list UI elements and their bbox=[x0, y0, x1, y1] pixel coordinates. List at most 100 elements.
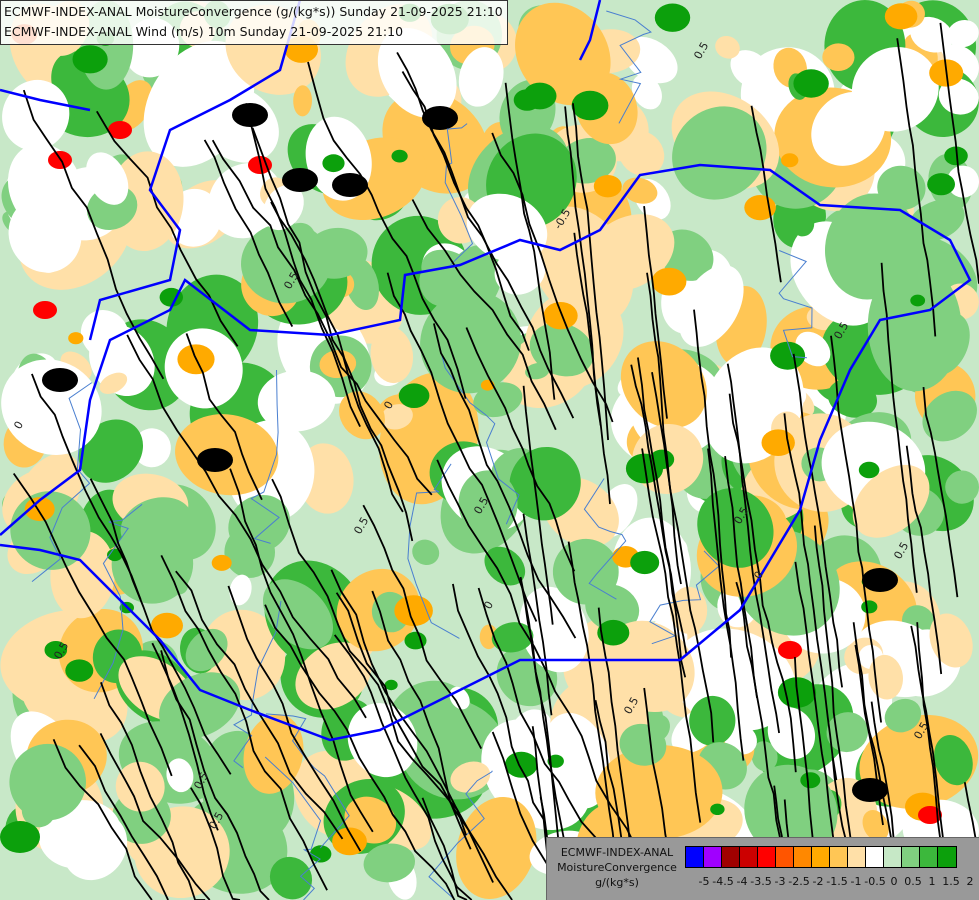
convergence-cell bbox=[552, 538, 619, 605]
convergence-cell bbox=[24, 497, 55, 522]
streamline bbox=[335, 592, 494, 883]
strong-convergence-cell bbox=[197, 448, 233, 472]
streamline bbox=[99, 733, 211, 900]
legend-tick-label: -4.5 bbox=[712, 875, 734, 888]
convergence-cell bbox=[793, 69, 829, 98]
convergence-cell bbox=[770, 341, 806, 370]
legend-swatch bbox=[920, 847, 938, 867]
strong-convergence-cell bbox=[862, 568, 898, 592]
convergence-cell bbox=[944, 146, 968, 166]
country-border bbox=[88, 0, 302, 341]
legend-swatch bbox=[938, 847, 956, 867]
streamline bbox=[597, 607, 637, 876]
legend-tick-label: -2 bbox=[812, 875, 824, 888]
convergence-cell bbox=[8, 196, 82, 273]
convergence-cell bbox=[458, 47, 504, 107]
convergence-cell bbox=[72, 45, 108, 74]
strong-convergence-cell bbox=[42, 368, 78, 392]
streamline bbox=[910, 625, 947, 861]
convergence-cell bbox=[21, 793, 56, 828]
streamline bbox=[792, 353, 843, 688]
streamline bbox=[637, 357, 687, 678]
legend-tick-label: -5 bbox=[698, 875, 710, 888]
legend-swatch bbox=[704, 847, 722, 867]
color-legend: ECMWF-INDEX-ANAL MoistureConvergence g/(… bbox=[546, 837, 979, 900]
convergence-cell bbox=[132, 428, 171, 468]
streamline bbox=[491, 132, 614, 423]
streamline bbox=[643, 206, 668, 419]
streamline bbox=[522, 385, 554, 625]
convergence-cell bbox=[243, 714, 304, 794]
convergence-cell bbox=[473, 382, 523, 418]
convergence-cell bbox=[262, 579, 334, 650]
convergence-cell bbox=[790, 210, 815, 237]
convergence-cell bbox=[458, 470, 518, 537]
contour-label: 0.5 bbox=[351, 515, 371, 537]
legend-unit: g/(kg*s) bbox=[595, 876, 639, 889]
streamline bbox=[78, 744, 169, 900]
convergence-cell bbox=[922, 390, 977, 442]
legend-tick-label: 0.5 bbox=[904, 875, 922, 888]
streamline bbox=[264, 604, 456, 900]
convergence-cell bbox=[877, 165, 926, 211]
strong-convergence-cell bbox=[232, 103, 268, 127]
convergence-cell bbox=[509, 446, 581, 521]
streamline bbox=[896, 38, 937, 337]
legend-swatch bbox=[848, 847, 866, 867]
convergence-cell bbox=[532, 616, 567, 644]
streamline bbox=[726, 363, 780, 734]
contour-label: 0 bbox=[481, 599, 496, 612]
convergence-cell bbox=[456, 796, 537, 900]
convergence-cell bbox=[484, 546, 526, 586]
convergence-cell bbox=[391, 149, 408, 163]
convergence-cell bbox=[44, 641, 68, 659]
legend-tick-label: -0.5 bbox=[864, 875, 886, 888]
river bbox=[428, 770, 493, 900]
convergence-cell bbox=[630, 550, 660, 575]
legend-tick-label: 2 bbox=[966, 875, 974, 888]
convergence-cell bbox=[884, 698, 922, 733]
legend-swatch bbox=[884, 847, 902, 867]
legend-swatches bbox=[685, 846, 957, 868]
convergence-cell bbox=[927, 173, 955, 196]
convergence-cell bbox=[384, 679, 398, 691]
streamline bbox=[922, 387, 959, 598]
legend-tick-label: -1 bbox=[850, 875, 862, 888]
legend-tick-label: -3.5 bbox=[750, 875, 772, 888]
convergence-cell bbox=[543, 302, 578, 330]
convergence-cell bbox=[293, 85, 313, 117]
legend-swatch bbox=[830, 847, 848, 867]
river bbox=[583, 478, 627, 600]
convergence-cell bbox=[159, 672, 241, 739]
legend-tick-label: -2.5 bbox=[788, 875, 810, 888]
streamline bbox=[641, 448, 702, 823]
river bbox=[606, 10, 652, 124]
convergence-cell bbox=[80, 310, 129, 359]
convergence-cell bbox=[380, 404, 413, 430]
streamline bbox=[522, 513, 553, 716]
convergence-cell bbox=[515, 2, 611, 106]
streamline bbox=[465, 327, 576, 572]
streamline bbox=[307, 61, 467, 399]
streamline bbox=[333, 634, 473, 900]
streamline bbox=[211, 139, 433, 496]
map-title: ECMWF-INDEX-ANAL MoistureConvergence (g/… bbox=[0, 0, 508, 45]
convergence-cell bbox=[513, 89, 541, 111]
streamline bbox=[783, 413, 838, 781]
legend-swatch bbox=[740, 847, 758, 867]
streamline bbox=[185, 333, 263, 501]
divergence-cell bbox=[108, 121, 132, 139]
contour-label: 0.5 bbox=[691, 40, 711, 62]
river bbox=[778, 250, 813, 359]
streamline bbox=[646, 272, 682, 585]
convergence-cell bbox=[151, 612, 183, 639]
convergence-cell bbox=[542, 712, 611, 809]
legend-model: ECMWF-INDEX-ANAL bbox=[560, 846, 674, 859]
convergence-cell bbox=[108, 151, 184, 252]
streamline bbox=[651, 372, 715, 743]
convergence-cell bbox=[65, 659, 94, 682]
convergence-cell bbox=[2, 79, 70, 151]
legend-title: ECMWF-INDEX-ANAL MoistureConvergence g/(… bbox=[552, 845, 682, 890]
streamline bbox=[519, 578, 568, 862]
